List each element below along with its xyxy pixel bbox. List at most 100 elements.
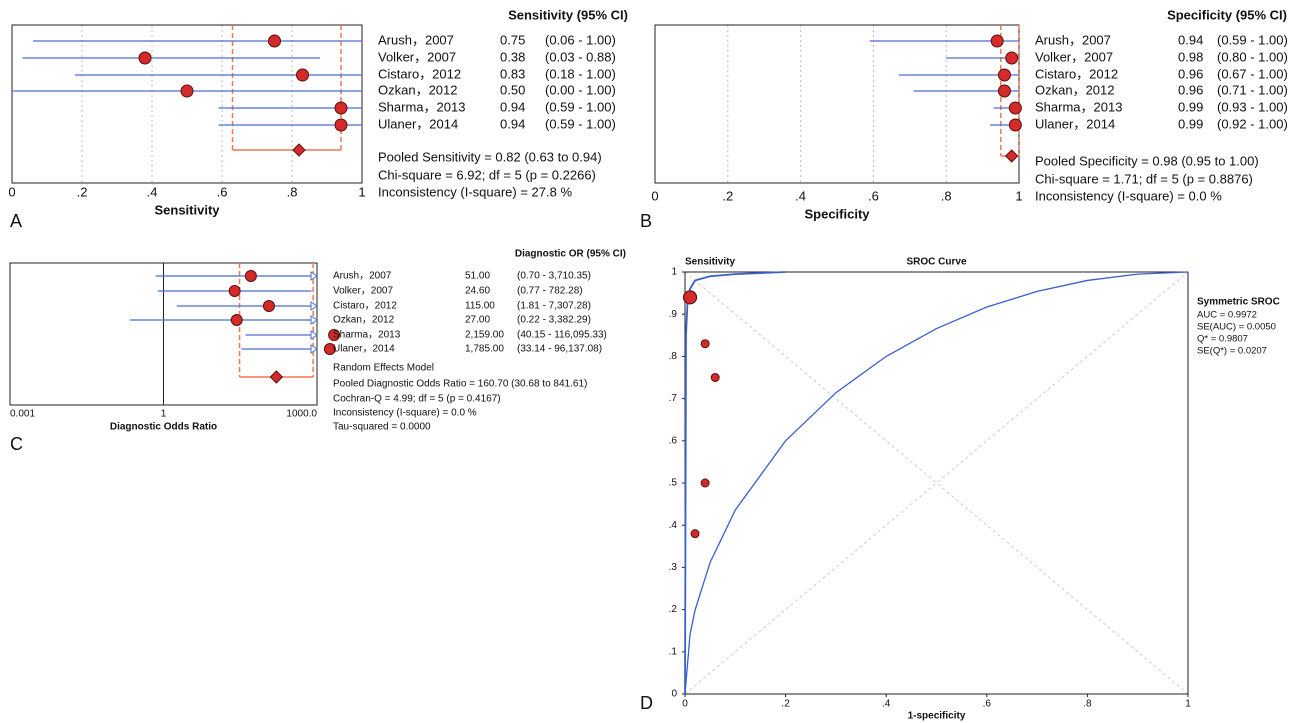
x-tick-label: .6 xyxy=(217,184,228,199)
study-value: 0.98 xyxy=(1178,49,1203,64)
y-tick-label: .7 xyxy=(669,393,678,404)
study-value: 0.75 xyxy=(500,32,525,47)
y-tick-label: .8 xyxy=(669,351,678,362)
point-estimate xyxy=(997,84,1011,98)
legend-stat: AUC = 0.9972 xyxy=(1197,310,1257,321)
summary-stat: Tau-squared = 0.0000 xyxy=(333,422,431,433)
study-name: Arush，2007 xyxy=(333,271,392,282)
study-ci: (0.22 - 3,382.29) xyxy=(517,315,591,326)
point-estimate xyxy=(1008,118,1022,132)
x-axis-label: Diagnostic Odds Ratio xyxy=(110,422,217,433)
point-estimate xyxy=(138,51,152,65)
x-tick-label: 0 xyxy=(651,188,658,203)
study-name: Volker，2007 xyxy=(1035,49,1113,64)
study-ci: (0.92 - 1.00) xyxy=(1217,116,1288,131)
study-name: Sharma，2013 xyxy=(1035,99,1122,114)
pooled-diamond xyxy=(1005,149,1019,163)
point-estimate xyxy=(296,68,309,82)
x-axis-label: Specificity xyxy=(804,206,870,221)
y-tick-label: .6 xyxy=(669,435,678,446)
x-tick-label: .8 xyxy=(941,188,952,203)
study-value: 51.00 xyxy=(465,271,490,282)
x-tick-label: 0 xyxy=(682,699,688,710)
point-estimate xyxy=(180,84,194,98)
study-point xyxy=(683,290,698,305)
x-tick-label: 1 xyxy=(161,409,167,420)
panel-label: C xyxy=(10,434,23,454)
column-title: Sensitivity (95% CI) xyxy=(508,7,628,22)
point-estimate xyxy=(328,329,341,341)
study-ci: (0.93 - 1.00) xyxy=(1217,99,1288,114)
study-value: 0.96 xyxy=(1178,66,1203,81)
study-point xyxy=(690,529,700,539)
panel-label: B xyxy=(640,211,652,231)
study-name: Ulaner，2014 xyxy=(378,116,458,131)
study-value: 0.99 xyxy=(1178,116,1203,131)
summary-stat: Chi-square = 6.92; df = 5 (p = 0.2266) xyxy=(378,167,596,182)
study-ci: (0.70 - 3,710.35) xyxy=(517,271,591,282)
point-estimate xyxy=(990,34,1004,48)
study-value: 0.50 xyxy=(500,82,525,97)
reference-curve xyxy=(684,271,1189,695)
study-ci: (0.67 - 1.00) xyxy=(1217,66,1288,81)
sroc-curve xyxy=(684,271,786,695)
study-name: Volker，2007 xyxy=(378,49,456,64)
x-tick-label: .8 xyxy=(1083,699,1092,710)
diagonal xyxy=(684,271,1189,695)
study-name: Sharma，2013 xyxy=(378,99,465,114)
study-value: 0.99 xyxy=(1178,99,1203,114)
point-estimate xyxy=(323,343,336,355)
chart-title: SROC Curve xyxy=(906,257,966,268)
study-value: 0.94 xyxy=(1178,32,1203,47)
x-axis-label: 1-specificity xyxy=(908,711,966,722)
study-point xyxy=(700,478,710,488)
point-estimate xyxy=(1008,101,1022,115)
point-estimate xyxy=(334,118,348,132)
study-ci: (0.59 - 1.00) xyxy=(545,99,616,114)
plot-frame xyxy=(11,24,363,184)
y-tick-label: .3 xyxy=(669,562,678,573)
study-ci: (0.06 - 1.00) xyxy=(545,32,616,47)
x-tick-label: 1 xyxy=(1185,699,1191,710)
x-tick-label: .4 xyxy=(795,188,806,203)
column-title: Diagnostic OR (95% CI) xyxy=(515,249,626,260)
point-estimate xyxy=(1005,51,1019,65)
panel-label: D xyxy=(640,693,653,713)
y-tick-label: 1 xyxy=(671,267,677,278)
y-tick-label: .2 xyxy=(669,604,678,615)
summary-stat: Pooled Specificity = 0.98 (0.95 to 1.00) xyxy=(1035,153,1259,168)
x-tick-label: .8 xyxy=(287,184,298,199)
study-ci: (0.80 - 1.00) xyxy=(1217,49,1288,64)
study-value: 115.00 xyxy=(465,301,495,312)
x-tick-label: .2 xyxy=(781,699,790,710)
x-tick-label: .4 xyxy=(882,699,891,710)
study-value: 27.00 xyxy=(465,315,490,326)
x-tick-label: .4 xyxy=(147,184,158,199)
study-ci: (0.18 - 1.00) xyxy=(545,66,616,81)
legend-title: Symmetric SROC xyxy=(1197,297,1280,308)
study-name: Ulaner，2014 xyxy=(1035,116,1115,131)
study-ci: (0.77 - 782.28) xyxy=(517,286,583,297)
study-value: 0.38 xyxy=(500,49,525,64)
study-point xyxy=(710,373,720,382)
study-ci: (0.59 - 1.00) xyxy=(545,116,616,131)
panel-label: A xyxy=(10,211,22,231)
point-estimate xyxy=(228,285,241,297)
study-name: Ozkan，2012 xyxy=(378,82,458,97)
study-ci: (1.81 - 7,307.28) xyxy=(517,301,591,312)
study-ci: (0.00 - 1.00) xyxy=(545,82,616,97)
summary-stat: Inconsistency (I-square) = 0.0 % xyxy=(333,408,477,419)
study-name: Cistaro，2012 xyxy=(378,66,461,81)
y-tick-label: .4 xyxy=(669,520,678,531)
study-ci: (0.59 - 1.00) xyxy=(1217,32,1288,47)
study-value: 0.83 xyxy=(500,66,525,81)
study-point xyxy=(700,339,710,349)
study-ci: (40.15 - 116,095.33) xyxy=(517,330,607,341)
x-tick-label: 0.001 xyxy=(10,409,35,420)
point-estimate xyxy=(334,101,348,115)
x-tick-label: 1 xyxy=(1015,188,1022,203)
point-estimate xyxy=(244,270,257,282)
x-tick-label: .2 xyxy=(77,184,88,199)
study-name: Arush，2007 xyxy=(378,32,454,47)
study-name: Ozkan，2012 xyxy=(1035,82,1115,97)
